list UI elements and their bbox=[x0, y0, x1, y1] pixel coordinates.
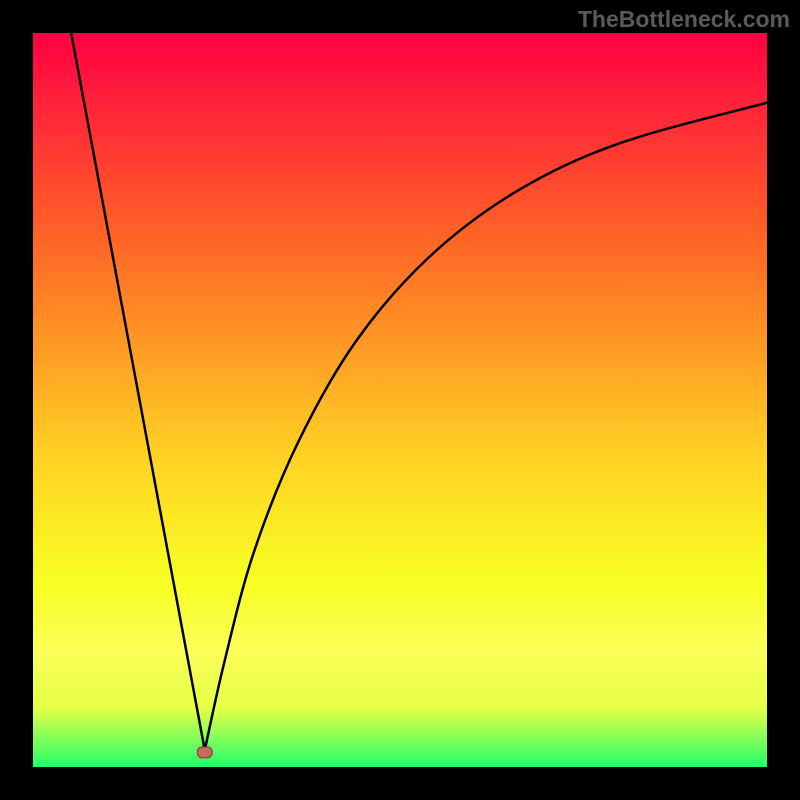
minimum-marker bbox=[197, 747, 212, 758]
watermark-text: TheBottleneck.com bbox=[578, 6, 790, 33]
chart-svg bbox=[0, 0, 800, 800]
chart-container: TheBottleneck.com bbox=[0, 0, 800, 800]
plot-background bbox=[33, 33, 767, 767]
